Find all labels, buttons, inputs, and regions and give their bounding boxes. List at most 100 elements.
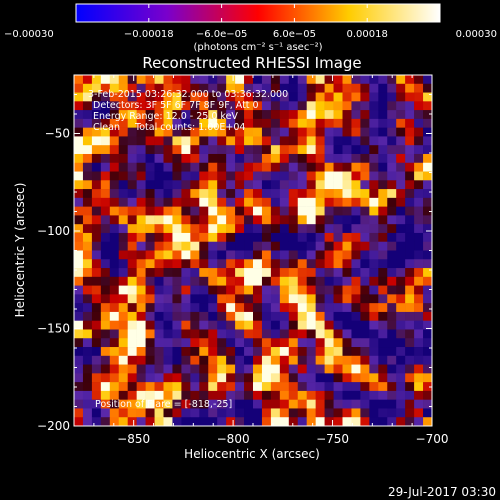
heatmap-cell [378, 197, 388, 207]
heatmap-cell [91, 127, 102, 137]
heatmap-cell [163, 136, 173, 146]
heatmap-cell [253, 197, 263, 207]
heatmap-cell [297, 338, 307, 348]
heatmap-cell [154, 224, 164, 234]
heatmap-cell [405, 355, 415, 365]
heatmap-cell [288, 338, 299, 348]
heatmap-cell [351, 294, 361, 304]
heatmap-cell [136, 311, 146, 322]
heatmap-cell [145, 329, 155, 339]
heatmap-cell [261, 338, 272, 348]
heatmap-cell [279, 417, 290, 427]
heatmap-cell [369, 145, 379, 155]
heatmap-cell [82, 110, 93, 120]
heatmap-cell [118, 390, 128, 400]
heatmap-cell [261, 303, 272, 313]
heatmap-cell [306, 408, 316, 418]
heatmap-cell [315, 162, 325, 172]
heatmap-cell [387, 285, 397, 295]
heatmap-cell [136, 232, 146, 243]
heatmap-cell [315, 276, 325, 286]
heatmap-cell [333, 417, 343, 427]
heatmap-cell [100, 399, 111, 409]
heatmap-cell [261, 382, 272, 392]
heatmap-cell [324, 215, 334, 225]
heatmap-cell [74, 83, 84, 93]
heatmap-cell [235, 206, 245, 216]
heatmap-cell [288, 136, 299, 146]
heatmap-cell [261, 101, 272, 111]
heatmap-cell [235, 197, 245, 207]
heatmap-cell [127, 276, 137, 286]
heatmap-cell [288, 311, 299, 322]
heatmap-cell [172, 408, 182, 418]
heatmap-cell [315, 171, 325, 181]
heatmap-cell [163, 347, 173, 357]
heatmap-cell [414, 294, 424, 304]
heatmap-cell [342, 75, 352, 85]
heatmap-cell [235, 347, 245, 357]
heatmap-cell [190, 364, 200, 374]
heatmap-cell [109, 171, 120, 181]
heatmap-cell [342, 127, 352, 137]
heatmap-cell [387, 206, 397, 216]
heatmap-cell [118, 136, 128, 146]
heatmap-cell [324, 259, 334, 269]
heatmap-cell [423, 303, 433, 313]
heatmap-cell [82, 136, 93, 146]
heatmap-cell [423, 197, 433, 207]
heatmap-cell [181, 373, 191, 383]
heatmap-cell [342, 101, 352, 111]
heatmap-cell [253, 338, 263, 348]
heatmap-cell [181, 232, 191, 243]
heatmap-cell [145, 232, 155, 243]
heatmap-cell [297, 145, 307, 155]
heatmap-cell [235, 390, 245, 400]
heatmap-cell [109, 180, 120, 190]
heatmap-cell [235, 145, 245, 155]
annotation-clean-counts: Clean Total counts: 1.00E+04 [93, 122, 245, 133]
heatmap-cell [109, 338, 120, 348]
heatmap-cell [145, 390, 155, 400]
heatmap-cell [208, 118, 218, 128]
heatmap-cell [235, 382, 245, 392]
heatmap-cell [261, 92, 272, 102]
heatmap-cell [288, 110, 299, 120]
heatmap-cell [109, 250, 120, 260]
heatmap-cell [396, 285, 406, 295]
heatmap-cell [270, 311, 281, 322]
heatmap-cell [324, 276, 334, 286]
heatmap-cell [306, 417, 316, 427]
heatmap-cell [163, 250, 173, 260]
heatmap-cell [333, 180, 343, 190]
heatmap-cell [333, 399, 343, 409]
heatmap-cell [163, 171, 173, 181]
heatmap-cell [127, 136, 137, 146]
heatmap-cell [288, 250, 299, 260]
heatmap-cell [226, 294, 236, 304]
heatmap-cell [199, 197, 209, 207]
heatmap-cell [306, 390, 316, 400]
heatmap-cell [387, 241, 397, 251]
heatmap-cell [82, 75, 93, 85]
heatmap-cell [297, 355, 307, 365]
heatmap-cell [414, 268, 424, 278]
heatmap-cell [333, 162, 343, 172]
heatmap-cell [127, 215, 137, 225]
heatmap-cell [306, 329, 316, 339]
heatmap-cell [181, 92, 191, 102]
heatmap-cell [414, 250, 424, 260]
heatmap-cell [333, 118, 343, 128]
heatmap-cell [181, 127, 191, 137]
heatmap-cell [100, 75, 111, 85]
heatmap-cell [109, 145, 120, 155]
heatmap-cell [235, 250, 245, 260]
heatmap-cell [396, 382, 406, 392]
heatmap-cell [351, 136, 361, 146]
heatmap-cell [360, 232, 370, 243]
heatmap-cell [396, 232, 406, 243]
heatmap-cell [199, 250, 209, 260]
heatmap-cell [297, 75, 307, 85]
heatmap-cell [208, 311, 218, 322]
heatmap-cell [91, 92, 102, 102]
